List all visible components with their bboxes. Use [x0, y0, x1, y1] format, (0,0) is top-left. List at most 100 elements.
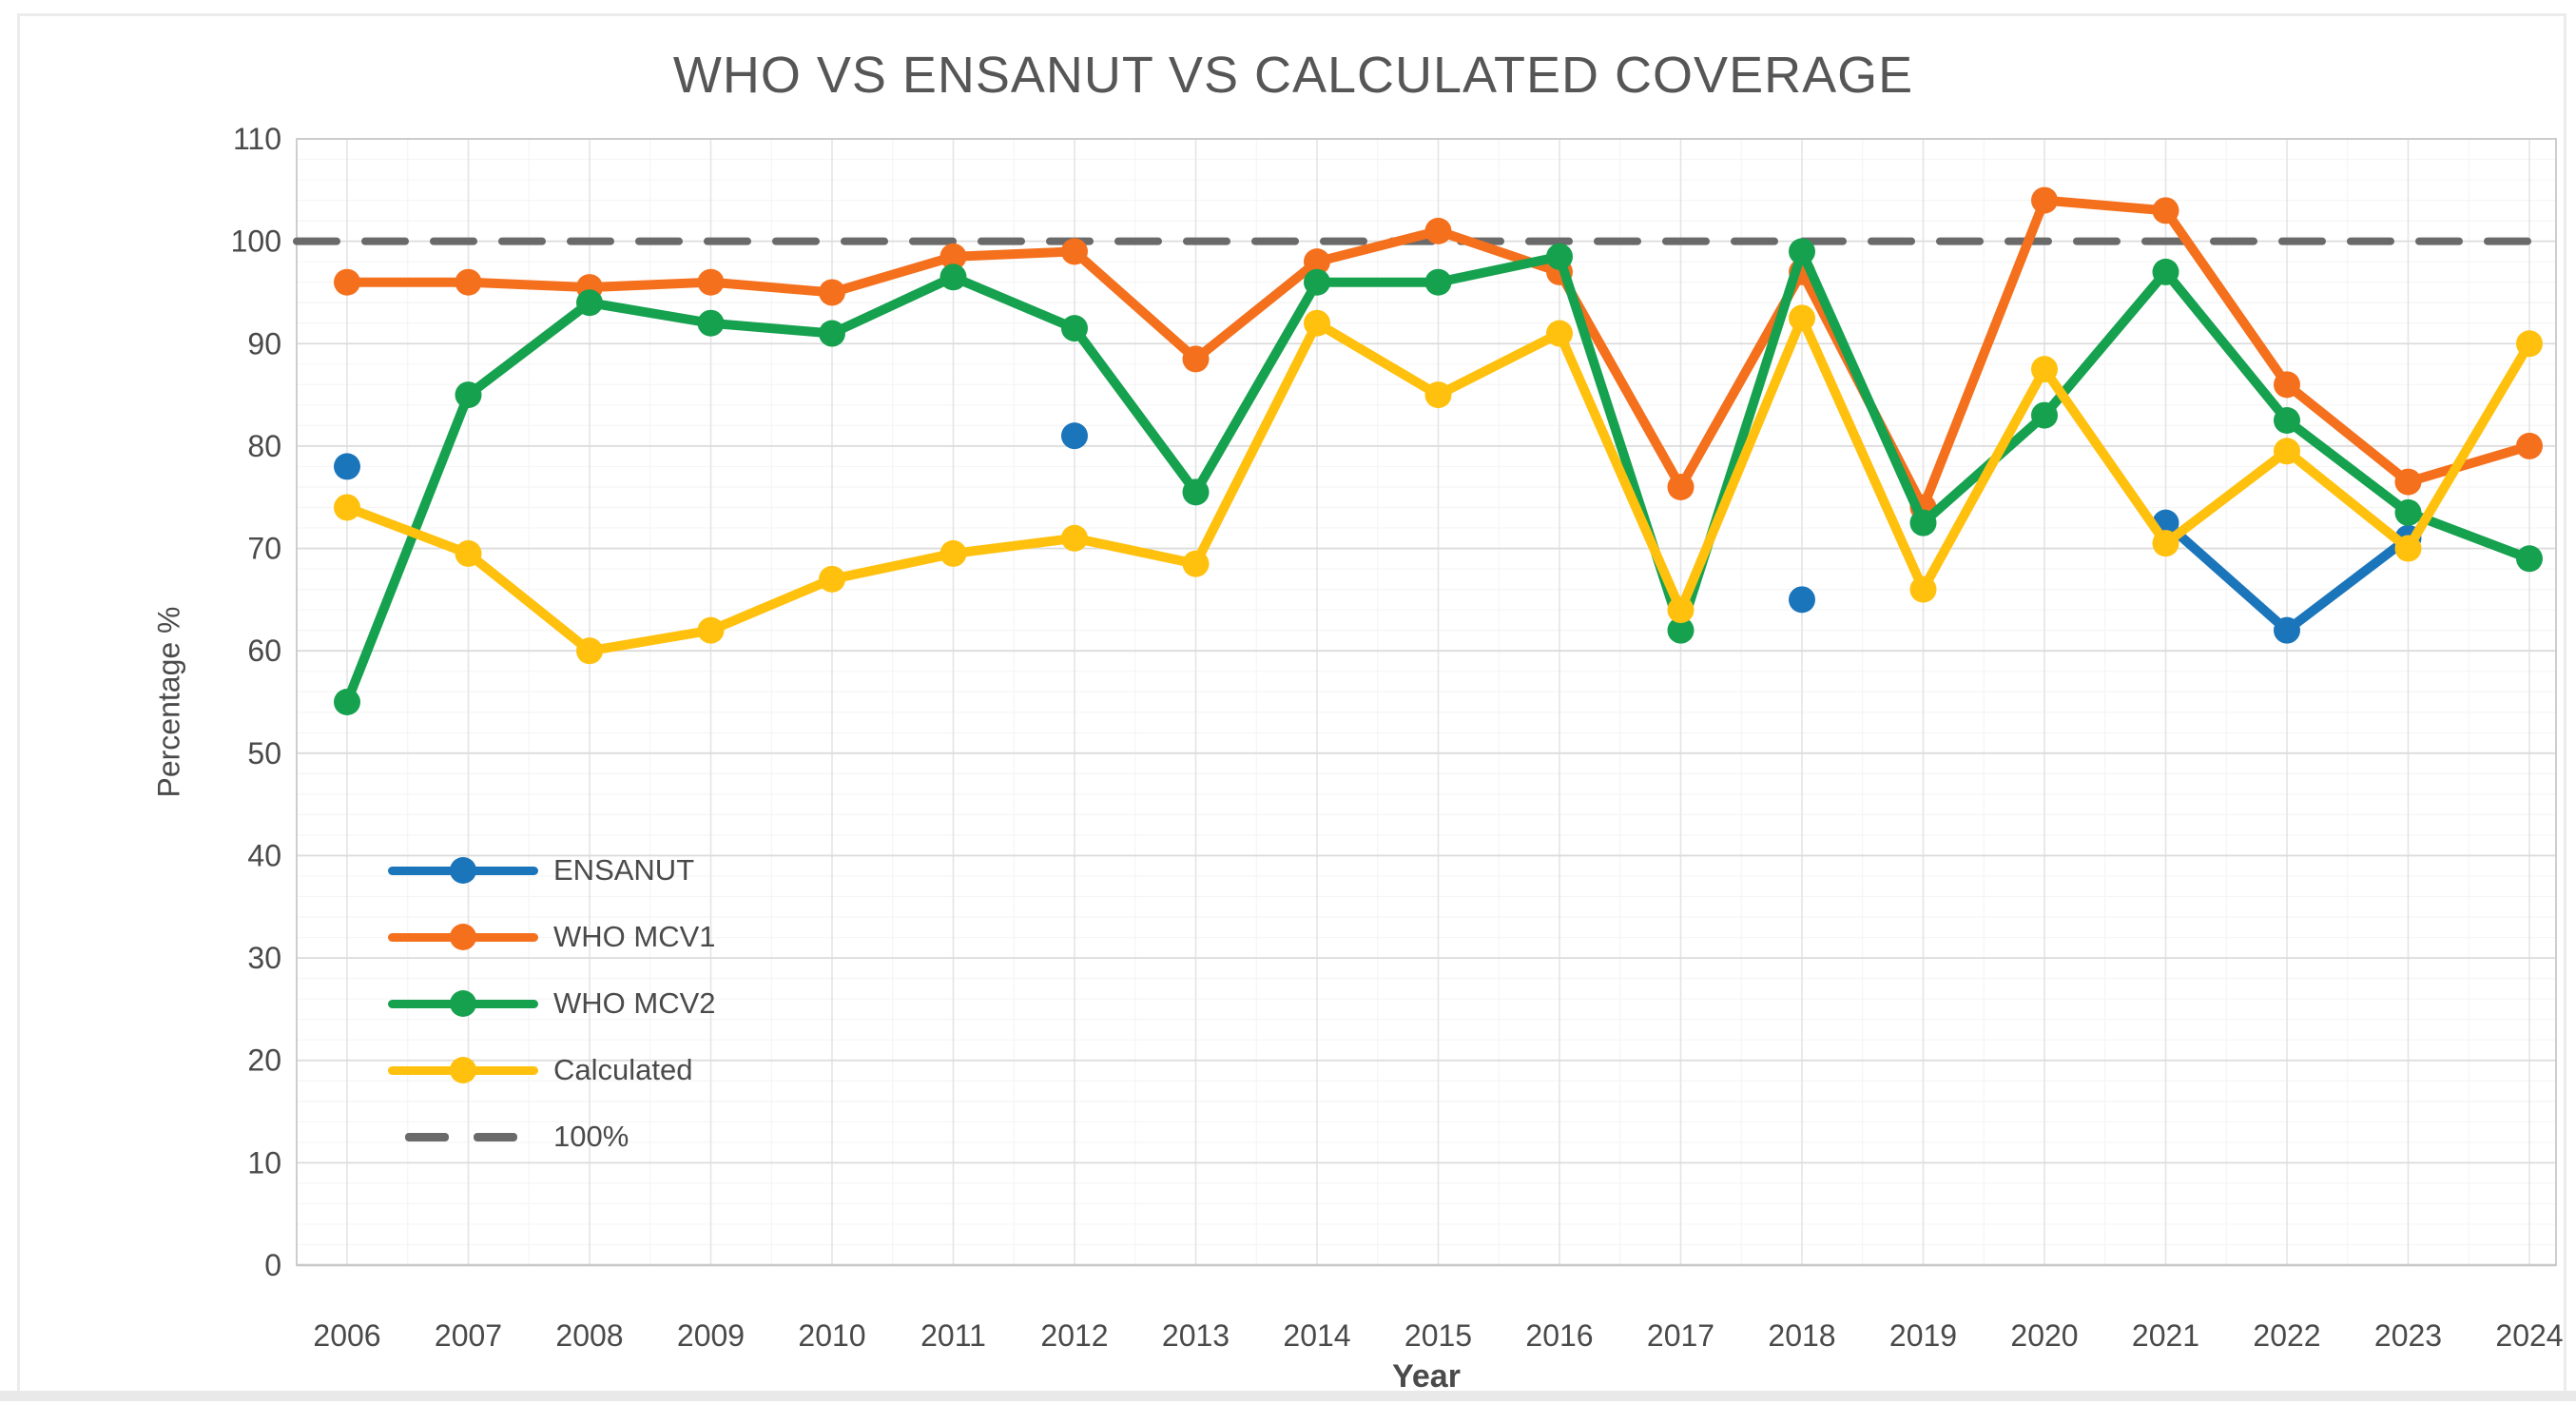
- series-line: [2403, 339, 2534, 554]
- series-line: [463, 277, 594, 293]
- data-point: [1667, 616, 1695, 644]
- series-line: [1070, 323, 1201, 497]
- series-line: [2160, 205, 2292, 390]
- data-point: [2152, 530, 2179, 557]
- data-point: [1182, 550, 1210, 577]
- data-point: [1546, 243, 1573, 270]
- legend-label: ENSANUT: [553, 853, 695, 887]
- legend-line-sample: [388, 1056, 538, 1084]
- gridlines-minor: [297, 139, 2556, 1265]
- data-point: [1789, 238, 1815, 265]
- series-line: [342, 502, 474, 558]
- data-point: [2031, 401, 2058, 429]
- data-point: [1182, 478, 1210, 506]
- series-line: [1918, 195, 2049, 513]
- data-point: [2152, 197, 2179, 224]
- series-line: [827, 548, 959, 584]
- series-line: [1918, 364, 2049, 595]
- x-tick-label: 2018: [1768, 1318, 1835, 1353]
- data-point: [2394, 498, 2422, 526]
- data-point: [1667, 473, 1695, 500]
- series-line: [2160, 266, 2292, 425]
- series-line: [1433, 328, 1564, 400]
- data-point: [939, 243, 967, 270]
- x-tick-label: 2010: [798, 1318, 865, 1353]
- series-line: [1675, 313, 1807, 615]
- data-point: [2394, 468, 2422, 496]
- data-point: [2274, 371, 2300, 399]
- data-point: [455, 381, 482, 409]
- series-line: [1918, 410, 2049, 528]
- data-point: [334, 453, 360, 480]
- series-line: [1191, 277, 1322, 497]
- data-point: [1424, 217, 1452, 244]
- data-point: [2031, 186, 2058, 214]
- series-line: [2040, 364, 2171, 549]
- series-line: [1312, 225, 1443, 267]
- y-tick-label: 110: [233, 122, 281, 156]
- series-line: [2160, 517, 2292, 635]
- y-tick-label: 20: [247, 1044, 281, 1078]
- data-point: [334, 689, 360, 715]
- series-line: [1070, 246, 1201, 364]
- series-line: [1191, 257, 1322, 364]
- series-line: [2282, 380, 2413, 487]
- series-line: [463, 548, 594, 656]
- y-tick-label: 40: [247, 838, 281, 872]
- data-point: [939, 539, 967, 567]
- data-point: [576, 289, 603, 317]
- series-line: [1555, 328, 1686, 615]
- series-line: [827, 251, 959, 298]
- data-point: [1304, 248, 1330, 276]
- data-point: [576, 637, 603, 665]
- legend-line-sample: [388, 856, 538, 885]
- data-point: [455, 268, 482, 296]
- x-tick-label: 2008: [555, 1318, 623, 1353]
- data-point: [334, 268, 360, 296]
- frame-bottom-strip: [0, 1391, 2576, 1401]
- data-point: [2516, 330, 2543, 358]
- y-tick-label: 0: [264, 1248, 281, 1282]
- legend-label: WHO MCV2: [553, 986, 716, 1020]
- frame-top-border: [17, 13, 2566, 16]
- legend-item-who-mcv1: WHO MCV1: [388, 904, 716, 970]
- y-tick-label: 70: [247, 532, 281, 566]
- series-line: [1797, 313, 1928, 595]
- legend-label: Calculated: [553, 1053, 693, 1086]
- data-point: [2274, 407, 2300, 434]
- data-point: [2394, 535, 2422, 562]
- data-point: [334, 494, 360, 521]
- x-tick-label: 2022: [2253, 1318, 2320, 1353]
- data-point: [1909, 509, 1937, 536]
- data-point: [1667, 596, 1695, 624]
- series-line: [948, 246, 1079, 262]
- series-line: [585, 277, 716, 293]
- x-tick-label: 2016: [1525, 1318, 1593, 1353]
- data-point: [455, 539, 482, 567]
- x-tick-label: 2012: [1040, 1318, 1108, 1353]
- data-point: [1424, 381, 1452, 409]
- series-line: [2282, 416, 2413, 517]
- series-line: [1797, 246, 1928, 528]
- x-tick-label: 2017: [1647, 1318, 1714, 1353]
- y-tick-label: 100: [231, 224, 281, 259]
- data-point: [697, 268, 725, 296]
- y-tick-label: 30: [247, 941, 281, 975]
- frame-right-border: [2564, 13, 2566, 1393]
- y-axis-ticks: 0 10 20 30 40 50 60 70 80 90 100 110: [231, 122, 281, 1282]
- series-line: [1191, 318, 1322, 569]
- x-tick-label: 2024: [2495, 1318, 2563, 1353]
- series-line: [948, 272, 1079, 334]
- series-line: [706, 277, 837, 298]
- legend: ENSANUT WHO MCV1 WHO MCV2 Calculated 100…: [388, 837, 716, 1170]
- data-point: [1061, 238, 1088, 265]
- data-point: [1061, 315, 1088, 342]
- series-who-mcv1: [334, 186, 2543, 521]
- legend-line-sample: [388, 989, 538, 1018]
- x-tick-label: 2006: [313, 1318, 380, 1353]
- data-point: [1909, 575, 1937, 603]
- series-line: [827, 272, 959, 339]
- x-tick-label: 2019: [1889, 1318, 1957, 1353]
- data-point: [1182, 345, 1210, 373]
